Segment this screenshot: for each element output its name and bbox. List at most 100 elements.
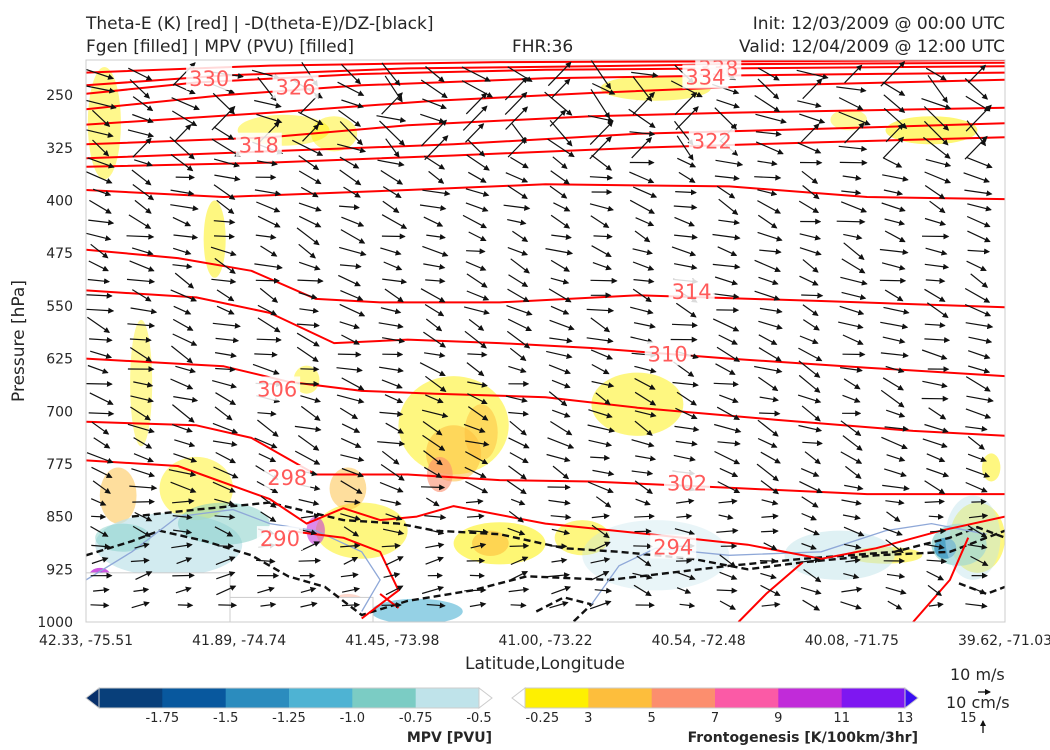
theta-e-contour — [86, 420, 1005, 496]
wind-vector — [802, 304, 819, 316]
colorbar-tick-label: 3 — [584, 711, 592, 726]
x-tick-label: 41.00, -73.22 — [498, 633, 592, 649]
wind-vector — [177, 602, 194, 609]
wind-vector — [509, 542, 530, 549]
wind-vector — [760, 528, 779, 535]
wind-vector — [470, 542, 487, 549]
wind-vector — [383, 572, 401, 578]
wind-vector — [800, 586, 822, 595]
wind-vector — [842, 174, 862, 181]
wind-vector — [840, 601, 862, 610]
wind-vector — [420, 79, 448, 99]
wind-vector — [589, 203, 614, 212]
wind-vector — [712, 293, 740, 300]
wind-vector — [382, 278, 408, 285]
wind-vector — [714, 423, 742, 434]
wind-vector — [91, 466, 113, 478]
wind-vector — [336, 366, 363, 373]
wind-vector — [464, 466, 487, 478]
wind-vector — [884, 289, 904, 302]
wind-vector — [757, 200, 781, 214]
wind-vector — [802, 185, 820, 200]
wind-vector — [679, 602, 696, 609]
wind-vector — [801, 512, 817, 521]
mpv-contour — [86, 508, 381, 612]
wind-vector — [385, 585, 404, 596]
wind-vector — [509, 452, 529, 464]
wind-vector — [504, 91, 528, 116]
colorbar-tick-label: 5 — [648, 711, 656, 726]
wind-vector — [634, 513, 655, 520]
wind-vector — [423, 331, 447, 348]
wind-vector — [797, 394, 822, 404]
colorbar-tick-label: 11 — [833, 711, 850, 726]
wind-vector — [883, 189, 904, 196]
x-tick-label: 41.45, -73.98 — [345, 633, 439, 649]
wind-vector — [302, 124, 320, 142]
wind-vector — [422, 98, 447, 110]
wind-vector — [506, 330, 531, 349]
wind-vector — [420, 484, 446, 491]
wind-vector — [926, 302, 949, 318]
wind-vector — [132, 96, 154, 112]
wind-vector — [550, 214, 571, 229]
wind-vector — [172, 404, 195, 423]
wind-vector — [884, 425, 909, 432]
wind-vector — [676, 587, 692, 594]
wind-vector — [634, 365, 657, 374]
wind-vector — [298, 557, 321, 564]
wind-vector — [300, 366, 320, 373]
wind-vector — [174, 439, 196, 448]
wind-vector — [298, 202, 322, 212]
theta-e-label: 298 — [267, 466, 307, 490]
wind-vector — [131, 289, 152, 302]
wind-vector — [258, 453, 277, 463]
wind-vector — [90, 350, 113, 359]
wind-vector — [591, 571, 610, 581]
wind-vector — [343, 526, 360, 537]
wind-vector — [300, 395, 321, 404]
wind-vector — [760, 451, 781, 464]
wind-vector — [426, 602, 446, 609]
wind-vector — [469, 572, 485, 579]
wind-vector — [465, 451, 489, 465]
wind-vector — [926, 570, 945, 581]
wind-vector — [215, 392, 237, 406]
wind-vector — [339, 204, 360, 211]
wind-vector — [425, 497, 440, 507]
wind-vector — [677, 157, 697, 168]
wind-vector — [86, 69, 115, 80]
wind-vector — [423, 263, 446, 270]
wind-vector — [344, 499, 361, 506]
wind-vector — [381, 379, 403, 389]
wind-vector — [923, 136, 951, 159]
wind-vector — [968, 350, 991, 360]
wind-vector — [131, 247, 154, 256]
wind-vector — [760, 480, 779, 495]
wind-vector — [91, 421, 110, 435]
y-tick-label: 925 — [46, 562, 73, 578]
wind-vector — [299, 261, 321, 271]
wind-vector — [965, 376, 991, 392]
wind-vector — [214, 257, 236, 274]
wind-vector — [214, 514, 236, 520]
wind-vector — [381, 92, 403, 115]
wind-vector — [171, 97, 200, 111]
wind-vector — [340, 437, 362, 448]
wind-vector — [510, 498, 526, 506]
wind-vector — [757, 189, 778, 197]
wind-vector — [590, 60, 612, 90]
wind-vector — [173, 453, 198, 463]
wind-vector — [216, 199, 235, 215]
wind-vector — [930, 528, 947, 535]
wind-vector — [634, 420, 653, 436]
wind-vector — [171, 542, 193, 549]
wind-vector — [968, 336, 993, 344]
wind-vector — [93, 587, 110, 594]
wind-vector — [927, 74, 948, 104]
wind-vector — [423, 466, 443, 479]
wind-vector — [340, 513, 361, 521]
wind-vector — [133, 437, 153, 449]
wind-vector — [718, 514, 734, 521]
